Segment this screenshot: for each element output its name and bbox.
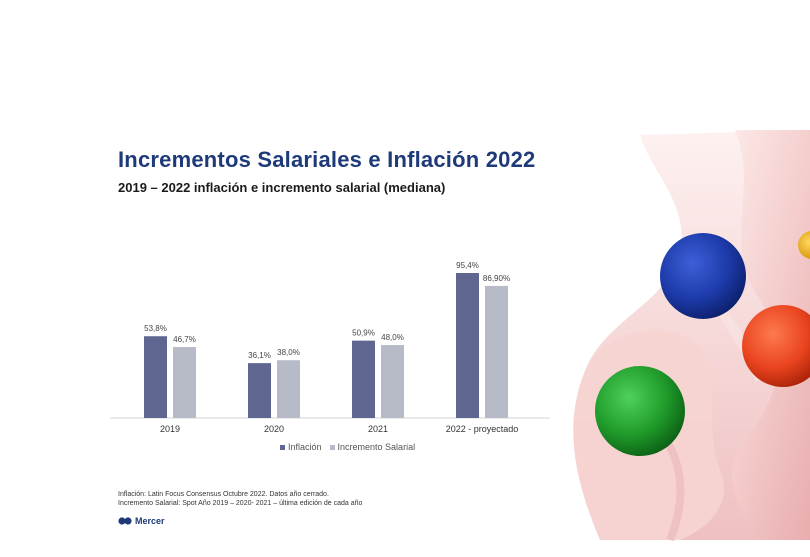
data-label-incremento-0: 46,7% bbox=[173, 335, 196, 344]
legend-label-incremento: Incremento Salarial bbox=[337, 442, 416, 452]
brand-name: Mercer bbox=[135, 516, 165, 526]
bar-incremento-2 bbox=[381, 345, 404, 418]
bar-chart: 53,8% 46,7% 2019 36,1% 38,0% 2020 50,9% 48,0% 20… bbox=[110, 261, 550, 434]
legend-item-inflacion: Inflación bbox=[280, 442, 322, 452]
footnote-inflation-source: Inflación: Latin Focus Consensus Octubre… bbox=[118, 491, 329, 498]
data-label-incremento-2: 48,0% bbox=[381, 333, 404, 342]
mercer-brand: Mercer bbox=[118, 516, 165, 526]
legend-label-inflacion: Inflación bbox=[288, 442, 322, 452]
data-label-inflacion-3: 95,4% bbox=[456, 261, 479, 270]
category-label-1: 2020 bbox=[264, 424, 284, 434]
page-title: Incrementos Salariales e Inflación 2022 bbox=[118, 147, 536, 172]
data-label-inflacion-1: 36,1% bbox=[248, 351, 271, 360]
data-label-inflacion-0: 53,8% bbox=[144, 324, 167, 333]
data-label-incremento-1: 38,0% bbox=[277, 348, 300, 357]
bar-inflacion-0 bbox=[144, 336, 167, 418]
mercer-logo-icon bbox=[118, 517, 132, 525]
bar-inflacion-3 bbox=[456, 272, 479, 418]
bar-incremento-3 bbox=[485, 285, 508, 418]
data-label-incremento-3: 86,90% bbox=[483, 274, 510, 283]
legend-swatch-inflacion bbox=[280, 444, 285, 450]
category-label-3: 2022 - proyectado bbox=[446, 424, 519, 434]
chart-legend: Inflación Incremento Salarial bbox=[280, 442, 415, 452]
bar-incremento-1 bbox=[277, 360, 300, 418]
legend-swatch-incremento bbox=[329, 444, 335, 450]
category-label-0: 2019 bbox=[160, 424, 180, 434]
footnote-salary-source: Incremento Salarial: Spot Año 2019 – 202… bbox=[118, 500, 363, 507]
bar-incremento-0 bbox=[173, 347, 196, 418]
green-ball bbox=[595, 366, 685, 456]
blue-ball bbox=[660, 233, 746, 319]
bar-inflacion-2 bbox=[352, 340, 375, 418]
bar-inflacion-1 bbox=[248, 363, 271, 418]
legend-item-incremento: Incremento Salarial bbox=[329, 442, 416, 452]
page-subtitle: 2019 – 2022 inflación e incremento salar… bbox=[118, 180, 446, 195]
red-ball bbox=[742, 305, 810, 387]
data-label-inflacion-2: 50,9% bbox=[352, 329, 375, 338]
yellow-ball bbox=[798, 231, 810, 259]
category-label-2: 2021 bbox=[368, 424, 388, 434]
